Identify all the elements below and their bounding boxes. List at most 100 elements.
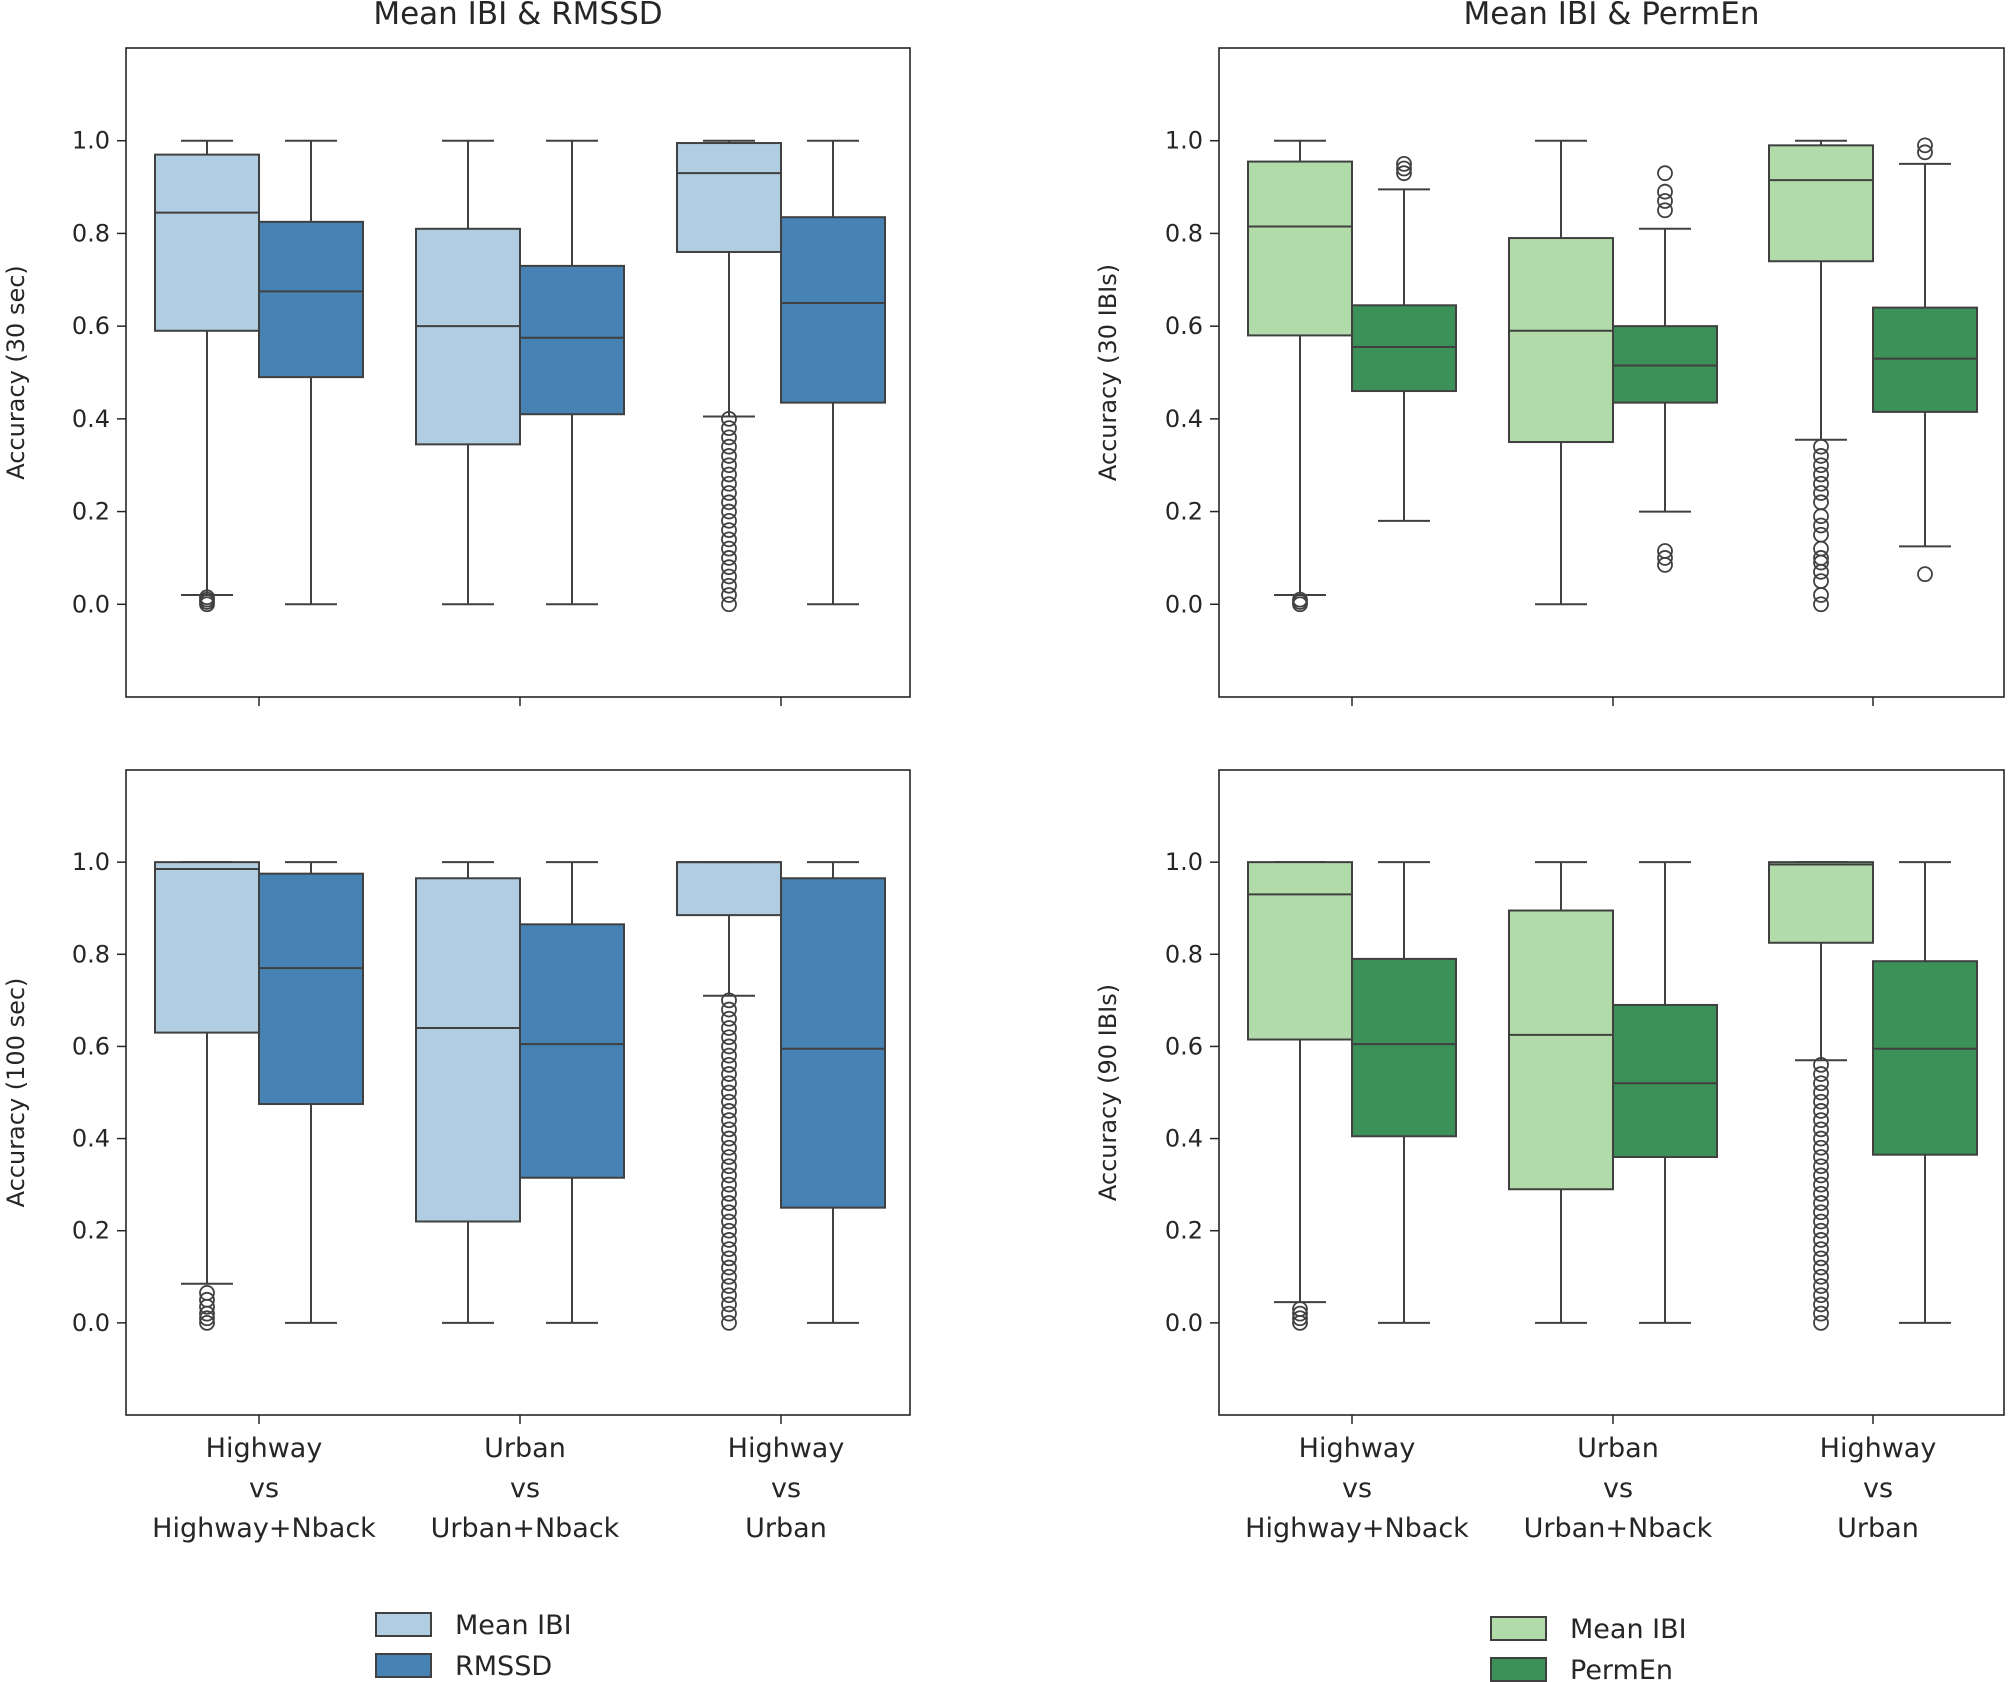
outlier-point xyxy=(1813,1222,1829,1239)
outlier-point xyxy=(1813,494,1829,511)
x-tick-label: vs xyxy=(510,1473,540,1504)
box-mean-ibi xyxy=(1768,144,1874,263)
legend-swatch-mean-ibi xyxy=(375,1612,432,1637)
y-tick-label: 0.2 xyxy=(1165,1217,1203,1245)
legend-label-permen: PermEn xyxy=(1570,1655,1673,1682)
outlier-point xyxy=(1396,160,1412,177)
box-rmssd xyxy=(780,877,886,1209)
outlier-point xyxy=(721,1121,737,1138)
outlier-point xyxy=(721,1084,737,1101)
outlier-point xyxy=(1396,165,1412,182)
outlier-point xyxy=(721,1112,737,1129)
outlier-point xyxy=(1657,165,1673,182)
outlier-point xyxy=(1813,1185,1829,1202)
outlier-point xyxy=(721,1259,737,1276)
outlier-point xyxy=(1813,508,1829,525)
box-rmssd xyxy=(258,872,364,1106)
legend-swatch-rmssd xyxy=(375,1653,432,1678)
outlier-point xyxy=(1813,1213,1829,1230)
axes-frame xyxy=(125,769,911,1416)
axes-frame xyxy=(125,47,911,698)
outlier-point xyxy=(1657,183,1673,200)
outlier-point xyxy=(721,1287,737,1304)
outlier-point xyxy=(1813,1093,1829,1110)
outlier-point xyxy=(721,1296,737,1313)
box-permen xyxy=(1872,306,1978,413)
outlier-point xyxy=(1813,1066,1829,1082)
outlier-point xyxy=(1917,144,1933,161)
outlier-point xyxy=(1813,1176,1829,1193)
outlier-point xyxy=(721,577,737,594)
outlier-point xyxy=(1657,202,1673,219)
outlier-point xyxy=(721,1149,737,1165)
box-mean-ibi xyxy=(676,142,782,253)
box-mean-ibi xyxy=(676,861,782,917)
outlier-point xyxy=(1657,193,1673,209)
y-tick-label: 0.0 xyxy=(1165,590,1203,618)
outlier-point xyxy=(1292,1301,1308,1317)
x-tick-label: Urban xyxy=(484,1433,566,1464)
y-tick-label: 1.0 xyxy=(72,127,110,155)
outlier-point xyxy=(721,587,737,603)
outlier-point xyxy=(721,1278,737,1294)
outlier-point xyxy=(721,1314,737,1331)
axes-frame xyxy=(1218,47,2005,698)
box-mean-ibi xyxy=(154,861,260,1034)
y-tick-label: 0.8 xyxy=(72,940,110,968)
outlier-point xyxy=(721,1130,737,1147)
y-tick-label: 0.8 xyxy=(1165,940,1203,968)
x-tick-label: Highway xyxy=(1299,1433,1416,1464)
outlier-point xyxy=(1292,1305,1308,1322)
outlier-point xyxy=(1813,1259,1829,1276)
outlier-point xyxy=(1813,1167,1829,1184)
x-tick-label: Urban+Nback xyxy=(1524,1513,1713,1544)
outlier-point xyxy=(721,1066,737,1082)
y-tick-label: 1.0 xyxy=(72,848,110,876)
outlier-point xyxy=(721,1010,737,1027)
outlier-point xyxy=(1917,137,1933,154)
chart-panel: Accuracy (90 IBIs) 0.0 0.2 0.4 0.6 0.8 1.0 High… xyxy=(1094,769,2005,1544)
outlier-point xyxy=(1657,543,1673,559)
x-tick-label: Urban xyxy=(1837,1513,1919,1544)
outlier-point xyxy=(721,1103,737,1119)
outlier-point xyxy=(721,466,737,483)
outlier-point xyxy=(1813,1250,1829,1267)
outlier-point xyxy=(1813,540,1829,557)
outlier-point xyxy=(721,1056,737,1073)
outlier-point xyxy=(721,1204,737,1221)
outlier-point xyxy=(721,438,737,455)
outlier-point xyxy=(721,1020,737,1036)
outlier-point xyxy=(1813,1139,1829,1156)
outlier-point xyxy=(1813,1084,1829,1101)
axes-frame xyxy=(1218,769,2005,1416)
outlier-point xyxy=(721,485,737,501)
y-tick-label: 0.4 xyxy=(72,1125,110,1153)
outlier-point xyxy=(1813,1241,1829,1258)
y-axis-label: Accuracy (30 IBIs) xyxy=(1094,264,1122,481)
x-tick-label: Highway xyxy=(728,1433,845,1464)
y-tick-label: 0.2 xyxy=(1165,498,1203,526)
outlier-point xyxy=(721,596,737,613)
outlier-point xyxy=(721,475,737,492)
outlier-point xyxy=(721,522,737,539)
x-tick-label: Urban xyxy=(1577,1433,1659,1464)
box-mean-ibi xyxy=(1247,861,1353,1041)
box-permen xyxy=(1351,304,1457,393)
outlier-point xyxy=(721,1222,737,1239)
outlier-point xyxy=(1813,596,1829,613)
outlier-point xyxy=(721,1232,737,1248)
box-permen xyxy=(1351,957,1457,1138)
outlier-point xyxy=(721,1167,737,1184)
x-tick-label: Highway xyxy=(1820,1433,1937,1464)
outlier-point xyxy=(1292,1310,1308,1327)
y-tick-label: 1.0 xyxy=(1165,848,1203,876)
box-rmssd xyxy=(780,216,886,404)
y-tick-label: 0.6 xyxy=(1165,312,1203,340)
y-tick-label: 0.6 xyxy=(1165,1032,1203,1060)
y-tick-label: 0.0 xyxy=(72,1309,110,1337)
outlier-point xyxy=(721,1038,737,1055)
x-tick-label: vs xyxy=(771,1473,801,1504)
y-tick-label: 0.0 xyxy=(72,590,110,618)
outlier-point xyxy=(721,559,737,576)
outlier-point xyxy=(1813,438,1829,455)
